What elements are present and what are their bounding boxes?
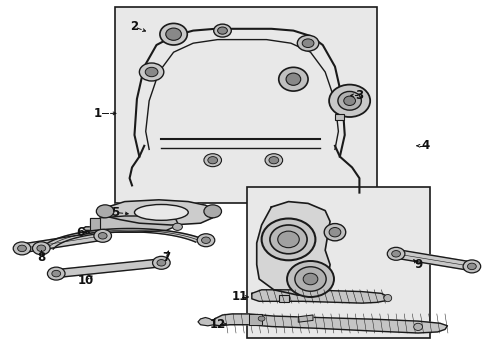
Ellipse shape: [302, 39, 313, 48]
Ellipse shape: [145, 67, 158, 77]
Ellipse shape: [201, 237, 210, 243]
Ellipse shape: [160, 23, 187, 45]
Ellipse shape: [207, 157, 217, 164]
Bar: [278, 295, 289, 302]
Ellipse shape: [285, 73, 300, 85]
Ellipse shape: [165, 28, 181, 40]
Text: 6: 6: [77, 226, 84, 239]
Ellipse shape: [98, 233, 107, 239]
Ellipse shape: [172, 223, 182, 230]
Ellipse shape: [203, 205, 221, 218]
Ellipse shape: [268, 157, 278, 164]
Ellipse shape: [264, 154, 282, 167]
Ellipse shape: [328, 228, 340, 237]
Ellipse shape: [343, 96, 355, 105]
Ellipse shape: [303, 273, 317, 285]
Text: 2: 2: [130, 21, 138, 33]
Ellipse shape: [32, 242, 50, 255]
Ellipse shape: [139, 63, 163, 81]
Bar: [115, 7, 376, 203]
Ellipse shape: [328, 85, 369, 117]
Text: 7: 7: [162, 251, 170, 264]
Polygon shape: [210, 314, 447, 333]
Ellipse shape: [413, 323, 422, 330]
Text: 3: 3: [355, 89, 363, 102]
Polygon shape: [251, 290, 388, 303]
Ellipse shape: [52, 270, 61, 277]
Text: 9: 9: [413, 258, 421, 271]
Ellipse shape: [269, 225, 306, 254]
Polygon shape: [83, 216, 178, 232]
Ellipse shape: [213, 24, 231, 37]
Polygon shape: [100, 200, 215, 225]
Polygon shape: [198, 318, 213, 326]
Ellipse shape: [152, 256, 170, 269]
Text: 8: 8: [38, 251, 45, 264]
Polygon shape: [248, 314, 262, 325]
Ellipse shape: [94, 229, 111, 242]
Ellipse shape: [294, 267, 325, 291]
Text: 5: 5: [111, 206, 119, 219]
Text: 10: 10: [77, 274, 94, 287]
Polygon shape: [21, 231, 103, 253]
Ellipse shape: [277, 231, 299, 248]
Ellipse shape: [297, 35, 318, 51]
Ellipse shape: [18, 245, 26, 252]
Ellipse shape: [467, 263, 475, 270]
Ellipse shape: [96, 205, 114, 218]
Polygon shape: [41, 229, 205, 249]
Ellipse shape: [383, 294, 391, 302]
Ellipse shape: [197, 234, 214, 247]
Text: 1: 1: [94, 107, 102, 120]
Ellipse shape: [134, 204, 188, 220]
Text: 4: 4: [421, 139, 428, 152]
Ellipse shape: [278, 67, 307, 91]
Ellipse shape: [258, 316, 264, 321]
Polygon shape: [55, 259, 162, 278]
Polygon shape: [90, 218, 100, 230]
Ellipse shape: [47, 267, 65, 280]
Ellipse shape: [261, 219, 315, 260]
Ellipse shape: [13, 242, 31, 255]
Ellipse shape: [286, 261, 333, 297]
Text: 11: 11: [231, 291, 247, 303]
Ellipse shape: [203, 154, 221, 167]
Bar: [246, 187, 429, 338]
Polygon shape: [394, 249, 472, 271]
Text: 12: 12: [209, 318, 225, 330]
Ellipse shape: [337, 91, 361, 110]
Ellipse shape: [157, 260, 165, 266]
Polygon shape: [256, 202, 329, 295]
Ellipse shape: [386, 247, 404, 260]
Polygon shape: [298, 315, 312, 322]
Ellipse shape: [324, 224, 345, 241]
Ellipse shape: [462, 260, 480, 273]
Ellipse shape: [37, 245, 45, 252]
Bar: [334, 114, 343, 120]
Ellipse shape: [217, 27, 227, 34]
Ellipse shape: [391, 251, 400, 257]
